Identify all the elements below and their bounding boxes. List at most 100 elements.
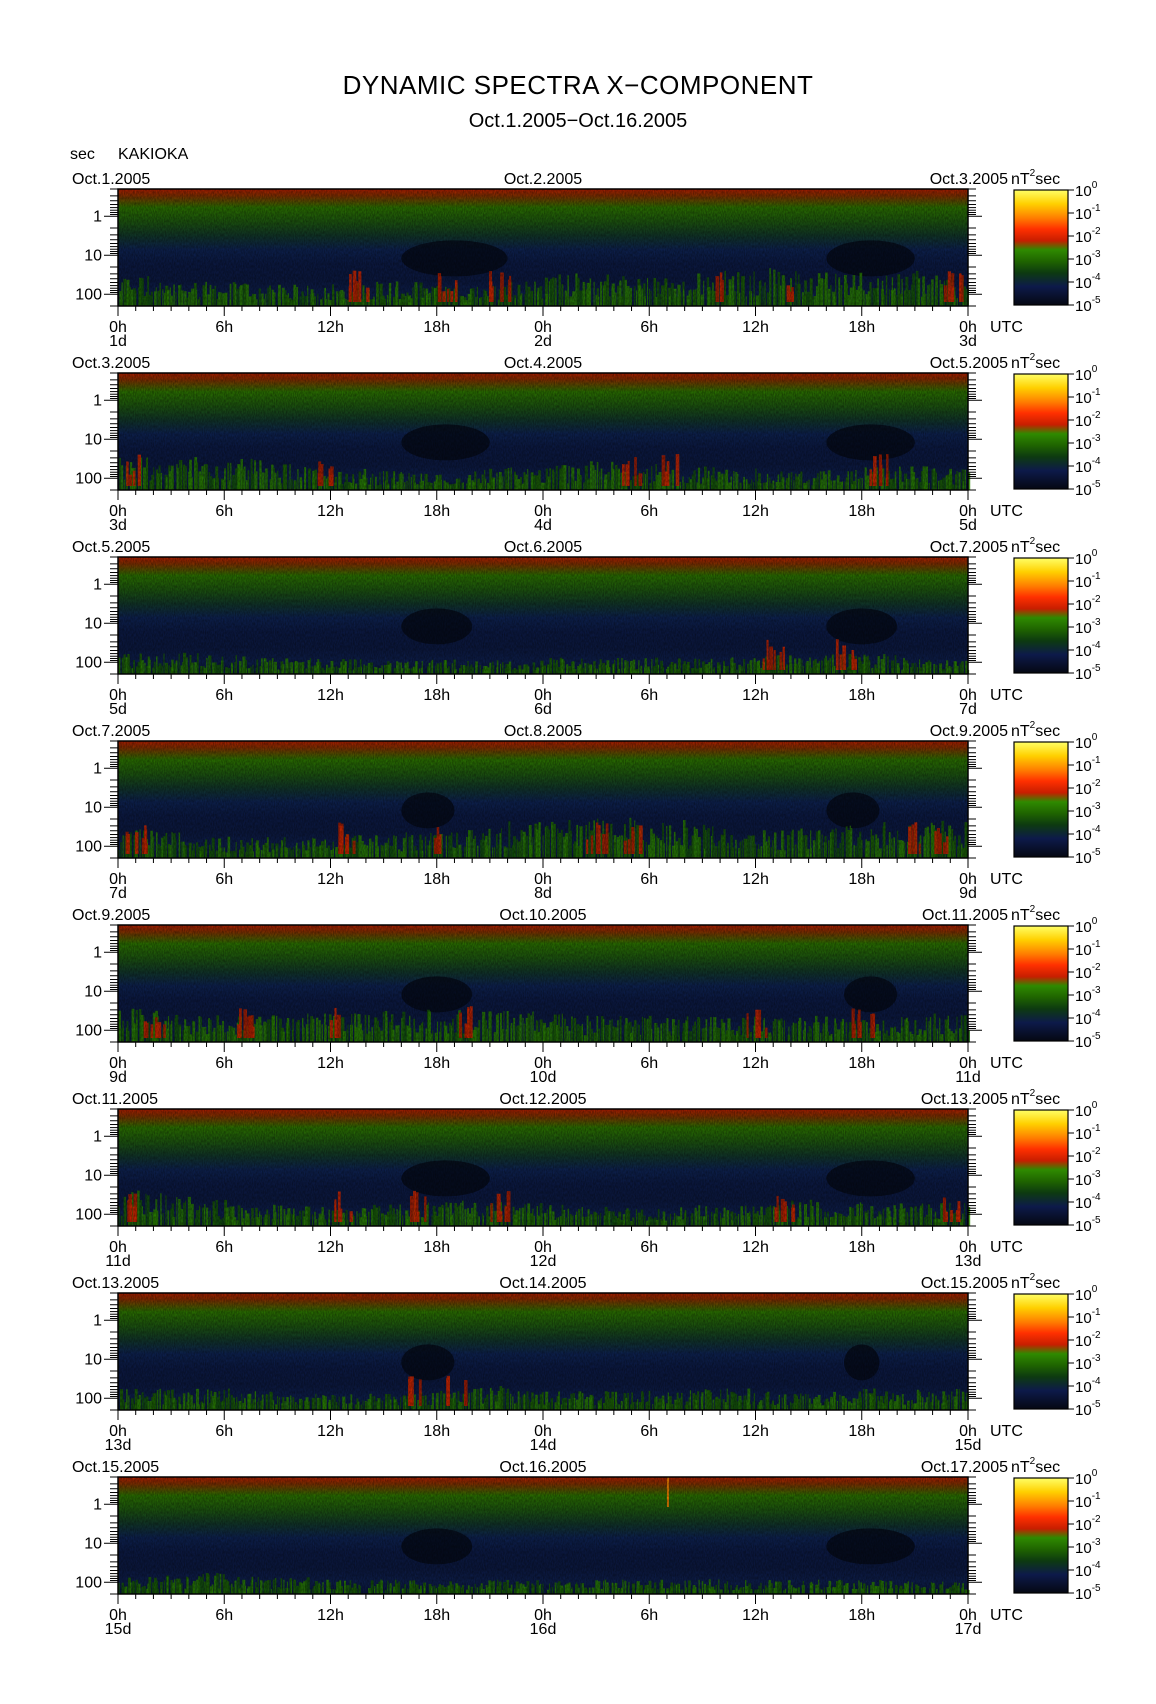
colorbar-unit: nT2sec: [1011, 904, 1060, 924]
x-tick-label: 6h: [215, 871, 233, 888]
x-tick-label: 6h: [215, 1055, 233, 1072]
x-tick-label: 6h: [215, 687, 233, 704]
colorbar-tick-label: 10-2: [1075, 226, 1101, 246]
x-axis-unit: UTC: [990, 1055, 1023, 1072]
colorbar-tick-label: 10-3: [1075, 433, 1101, 453]
colorbar-frame: [1013, 741, 1069, 858]
colorbar-tick-label: 10-5: [1075, 663, 1101, 683]
y-tick-label: 1: [93, 208, 102, 225]
panel-end-date: Oct.9.2005: [930, 723, 1008, 740]
y-tick-label: 1: [93, 1128, 102, 1145]
day-mid-label: 2d: [534, 333, 552, 350]
panel-mid-date: Oct.12.2005: [499, 1091, 586, 1108]
day-mid-label: 6d: [534, 701, 552, 718]
day-start-label: 15d: [105, 1621, 132, 1638]
panel-start-date: Oct.11.2005: [72, 1091, 158, 1108]
y-tick-label: 10: [84, 1351, 102, 1368]
colorbar: [1014, 1110, 1068, 1225]
day-end-label: 17d: [955, 1621, 982, 1638]
x-axis-unit: UTC: [990, 1607, 1023, 1624]
colorbar-tick-label: 10-2: [1075, 962, 1101, 982]
colorbar: [1014, 1294, 1068, 1409]
spectrogram-grain: [118, 925, 968, 1042]
x-tick-label: 0h: [959, 1607, 977, 1624]
day-start-label: 11d: [105, 1253, 131, 1270]
panel-end-date: Oct.11.2005: [922, 907, 1008, 924]
spectrogram-panel: Oct.11.2005 Oct.12.2005 Oct.13.2005 nT2sec 1…: [72, 1088, 1101, 1270]
colorbar-tick-label: 10-1: [1075, 1491, 1101, 1511]
spectrogram-panel: Oct.5.2005 Oct.6.2005 Oct.7.2005 nT2sec 1 10 1…: [72, 536, 1101, 718]
x-axis-unit: UTC: [990, 1239, 1023, 1256]
day-end-label: 13d: [955, 1253, 982, 1270]
colorbar-tick-label: 10-2: [1075, 1330, 1101, 1350]
activity-streak: [967, 1206, 971, 1226]
panel-start-date: Oct.15.2005: [72, 1459, 159, 1476]
panel-end-date: Oct.17.2005: [921, 1459, 1008, 1476]
colorbar-frame: [1013, 1477, 1069, 1594]
y-tick-label: 10: [84, 247, 102, 264]
x-axis-unit: UTC: [990, 503, 1023, 520]
colorbar-unit: nT2sec: [1011, 720, 1060, 740]
y-tick-label: 1: [93, 1496, 102, 1513]
x-tick-label: 18h: [848, 319, 875, 336]
colorbar-tick-label: 10-2: [1075, 778, 1101, 798]
colorbar: [1014, 190, 1068, 305]
x-tick-label: 0h: [959, 1055, 977, 1072]
x-tick-label: 12h: [317, 1239, 344, 1256]
colorbar-tick-label: 10-3: [1075, 1353, 1101, 1373]
x-tick-label: 12h: [317, 319, 344, 336]
day-end-label: 9d: [959, 885, 977, 902]
colorbar-frame: [1013, 189, 1069, 306]
colorbar-unit: nT2sec: [1011, 168, 1060, 188]
y-tick-label: 1: [93, 944, 102, 961]
colorbar-unit: nT2sec: [1011, 1456, 1060, 1476]
x-tick-label: 0h: [109, 1423, 127, 1440]
x-tick-label: 12h: [742, 319, 769, 336]
day-end-label: 11d: [955, 1069, 981, 1086]
y-tick-label: 100: [75, 1022, 102, 1039]
y-tick-label: 100: [75, 1574, 102, 1591]
x-tick-label: 18h: [848, 871, 875, 888]
colorbar-tick-label: 100: [1075, 1468, 1098, 1488]
x-tick-label: 12h: [317, 503, 344, 520]
colorbar-tick-label: 10-3: [1075, 985, 1101, 1005]
colorbar-tick-label: 10-5: [1075, 1215, 1101, 1235]
panel-start-date: Oct.5.2005: [72, 539, 150, 556]
colorbar-tick-label: 10-4: [1075, 640, 1101, 660]
y-tick-label: 100: [75, 1206, 102, 1223]
x-tick-label: 0h: [109, 687, 127, 704]
y-tick-label: 10: [84, 799, 102, 816]
colorbar-tick-label: 10-1: [1075, 387, 1101, 407]
x-tick-label: 18h: [423, 1239, 450, 1256]
day-mid-label: 16d: [530, 1621, 557, 1638]
colorbar-tick-label: 10-5: [1075, 1031, 1101, 1051]
colorbar-tick-label: 10-1: [1075, 1307, 1101, 1327]
x-tick-label: 6h: [640, 1607, 658, 1624]
y-unit-label: sec: [70, 146, 95, 163]
panel-mid-date: Oct.8.2005: [504, 723, 582, 740]
panel-start-date: Oct.1.2005: [72, 171, 150, 188]
colorbar-tick-label: 10-3: [1075, 1537, 1101, 1557]
day-mid-label: 12d: [530, 1253, 557, 1270]
colorbar-frame: [1013, 925, 1069, 1042]
x-tick-label: 18h: [423, 503, 450, 520]
panel-end-date: Oct.13.2005: [921, 1091, 1008, 1108]
spectrogram-panel: Oct.13.2005 Oct.14.2005 Oct.15.2005 nT2sec 1…: [72, 1272, 1101, 1454]
colorbar-frame: [1013, 1109, 1069, 1226]
x-tick-label: 18h: [423, 319, 450, 336]
activity-streak: [967, 1030, 971, 1042]
x-tick-label: 18h: [848, 1055, 875, 1072]
colorbar-tick-label: 10-5: [1075, 295, 1101, 315]
colorbar-unit: nT2sec: [1011, 1272, 1060, 1292]
colorbar-tick-label: 10-1: [1075, 571, 1101, 591]
spectrogram-grain: [118, 189, 968, 306]
x-tick-label: 0h: [534, 687, 552, 704]
panel-start-date: Oct.13.2005: [72, 1275, 159, 1292]
colorbar-frame: [1013, 557, 1069, 674]
spectrogram-panel: Oct.15.2005 Oct.16.2005 Oct.17.2005 nT2sec 1…: [72, 1456, 1101, 1638]
colorbar-tick-label: 10-3: [1075, 617, 1101, 637]
chart-title: DYNAMIC SPECTRA X−COMPONENT: [342, 70, 814, 100]
x-tick-label: 6h: [640, 687, 658, 704]
x-tick-label: 0h: [534, 503, 552, 520]
